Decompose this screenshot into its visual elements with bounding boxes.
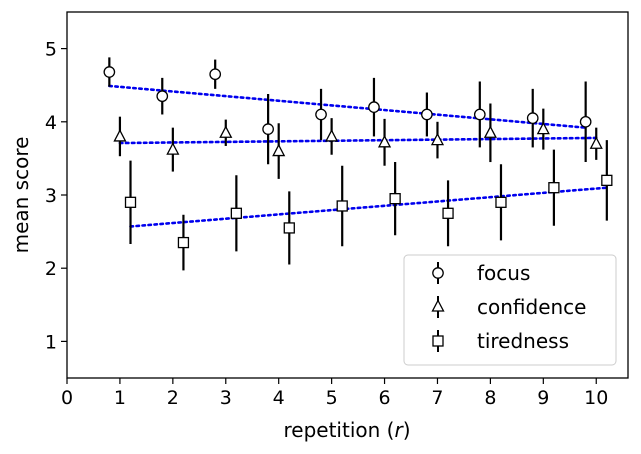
series-tiredness [124,140,613,271]
y-tick-label: 2 [45,258,57,280]
x-tick-label: 10 [584,387,608,409]
data-point [336,200,348,212]
trend-line-tiredness [129,186,609,228]
trend-line-focus [108,84,587,129]
circle-marker-icon [432,267,444,279]
data-point [113,129,127,142]
y-axis-label: mean score [9,137,33,254]
x-tick-label: 1 [114,387,126,409]
data-point [272,143,286,157]
x-axis-label: repetition (r) [283,418,410,442]
data-point [283,222,295,234]
legend-item-confidence: confidence [431,295,586,319]
series-confidence [113,103,603,179]
data-point [526,112,539,124]
data-point [377,134,392,148]
x-tick-label: 2 [167,387,179,409]
data-point [315,108,327,121]
legend-label-tiredness: tiredness [477,329,569,353]
data-point [430,132,445,146]
data-point [177,236,190,249]
axis-ticks: 0 1 2 3 4 5 6 7 8 9 10 1 2 3 4 5 [45,39,608,409]
data-point [156,90,169,103]
data-point [166,142,180,155]
trend-line-confidence [118,136,598,145]
y-tick-label: 4 [45,112,57,134]
legend-frame [403,254,617,366]
data-point [579,115,592,128]
data-series [103,57,613,271]
data-point [589,136,603,149]
y-tick-label: 3 [45,185,57,207]
plot-frame [66,11,629,379]
legend-label-confidence: confidence [477,295,586,319]
x-tick-label: 7 [431,387,443,409]
data-point [209,68,222,81]
data-point [103,66,116,78]
legend-label-focus: focus [477,261,530,285]
square-marker-icon [432,335,444,347]
data-point [548,182,560,194]
x-tick-label: 4 [273,387,285,409]
y-tick-label: 5 [45,39,57,61]
x-tick-label: 5 [326,387,338,409]
x-tick-label: 3 [220,387,232,409]
data-point [421,108,433,121]
data-point [368,101,380,114]
x-tick-label: 8 [484,387,496,409]
series-focus [103,57,592,165]
triangle-marker-icon [431,299,445,312]
data-point [442,207,454,219]
x-tick-label: 9 [537,387,549,409]
x-tick-label: 0 [61,387,73,409]
data-point [230,207,243,219]
data-point [495,196,507,208]
data-point [124,196,137,208]
data-point [262,123,274,135]
data-point [483,125,497,138]
data-point [473,108,486,121]
data-point [325,129,339,142]
legend-item-tiredness: tiredness [432,329,569,353]
data-point [219,125,233,138]
legend: focus confidence tiredness [403,254,617,366]
data-point [601,174,613,187]
legend-item-focus: focus [432,261,530,285]
y-tick-label: 1 [45,331,57,353]
data-point [389,193,401,205]
data-point [536,121,550,135]
x-tick-label: 6 [379,387,391,409]
trend-lines [108,84,609,228]
